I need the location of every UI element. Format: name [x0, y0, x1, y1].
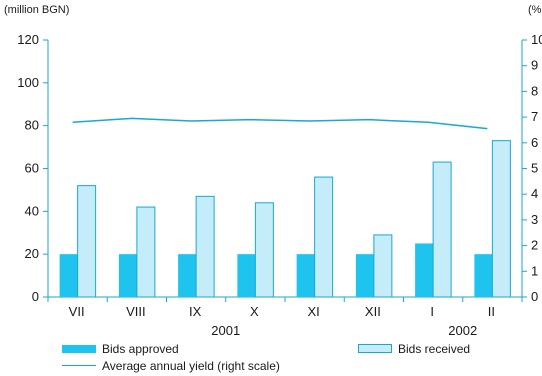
bar-bids-approved — [355, 254, 374, 297]
left-axis-tick-label: 40 — [25, 203, 39, 218]
left-axis-unit-label: (million BGN) — [4, 4, 70, 16]
x-axis-category-label: XI — [307, 304, 319, 319]
bar-bids-approved — [296, 254, 315, 297]
right-axis-tick-label: 10 — [531, 32, 542, 47]
axes — [43, 39, 527, 302]
bar-bids-approved — [118, 254, 137, 297]
bar-bids-received — [491, 140, 511, 298]
bar-bids-approved — [178, 254, 197, 297]
left-axis-tick-label: 20 — [25, 246, 39, 261]
legend-item-bids-approved: Bids approved — [62, 341, 179, 356]
right-axis-tick-label: 8 — [531, 83, 538, 98]
right-axis-tick-label: 2 — [531, 238, 538, 253]
x-axis-category-label: X — [250, 304, 259, 319]
right-axis-tick-label: 0 — [531, 289, 538, 304]
x-axis-category-label: VII — [69, 304, 85, 319]
right-axis-tick-label: 9 — [531, 58, 538, 73]
bar-bids-received — [254, 202, 274, 298]
legend-swatch-bids-received — [358, 344, 392, 354]
bars — [59, 140, 511, 298]
right-axis-tick-label: 6 — [531, 135, 538, 150]
bar-bids-received — [314, 176, 334, 298]
right-axis-unit-label: (% — [528, 4, 542, 16]
legend-swatch-bids-approved — [62, 344, 96, 353]
left-axis-tick-label: 120 — [17, 32, 39, 47]
x-axis-category-label: XII — [365, 304, 381, 319]
bar-bids-approved — [59, 254, 78, 297]
left-axis-tick-label: 80 — [25, 118, 39, 133]
legend-label-bids-received: Bids received — [398, 341, 471, 356]
bar-bids-approved — [415, 243, 434, 297]
legend-swatch-average-yield — [62, 365, 96, 367]
bar-bids-received — [195, 195, 215, 298]
yield-line-path — [72, 117, 488, 130]
bar-bids-received — [432, 161, 452, 298]
legend-item-bids-received: Bids received — [358, 341, 470, 356]
x-axis-year-label: 2001 — [211, 323, 240, 338]
bar-bids-received — [136, 206, 156, 298]
bar-bids-approved — [474, 254, 493, 297]
right-axis-tick-label: 1 — [531, 263, 538, 278]
right-axis-tick-label: 7 — [531, 109, 538, 124]
right-axis-tick-label: 4 — [531, 186, 538, 201]
x-axis-category-label: IX — [189, 304, 202, 319]
yield-line — [72, 117, 488, 130]
legend-item-average-yield: Average annual yield (right scale) — [62, 358, 280, 373]
right-axis-tick-label: 3 — [531, 212, 538, 227]
legend-label-bids-approved: Bids approved — [102, 341, 179, 356]
x-axis-category-label: VIII — [126, 304, 146, 319]
x-axis-category-label: I — [430, 304, 434, 319]
bar-bids-approved — [237, 254, 256, 297]
left-axis-tick-label: 0 — [32, 289, 39, 304]
legend-label-average-yield: Average annual yield (right scale) — [102, 358, 280, 373]
bar-bids-received — [373, 234, 393, 298]
bar-bids-received — [77, 185, 97, 298]
left-axis-tick-label: 100 — [17, 75, 39, 90]
right-axis-tick-label: 5 — [531, 161, 538, 176]
x-axis-year-label: 2002 — [448, 323, 477, 338]
x-axis-category-label: II — [488, 304, 495, 319]
left-axis-tick-label: 60 — [25, 161, 39, 176]
